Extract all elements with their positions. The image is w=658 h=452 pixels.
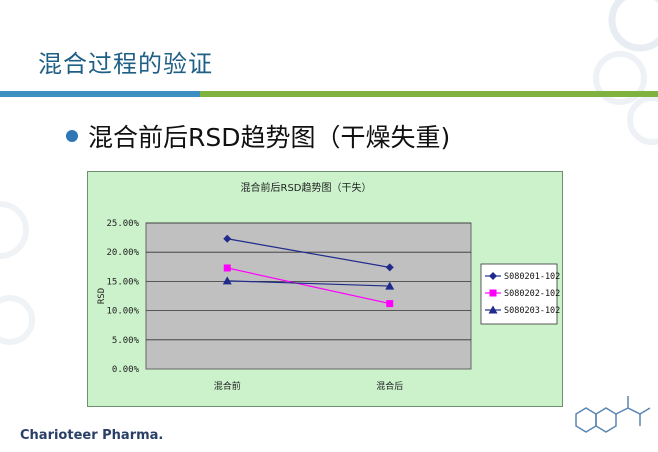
series-line <box>227 238 390 268</box>
legend-marker <box>489 289 497 297</box>
data-point <box>223 234 232 243</box>
bullet-item: 混合前后RSD趋势图（干燥失重) <box>66 118 450 154</box>
series-line <box>227 280 390 287</box>
bullet-dot <box>66 130 78 142</box>
decorative-rings <box>593 0 658 145</box>
y-tick-label: 15.00% <box>106 277 139 287</box>
data-point <box>386 300 394 308</box>
y-tick-label: 20.00% <box>106 248 139 258</box>
legend-marker <box>489 272 497 280</box>
legend-marker <box>488 305 498 314</box>
chart-title: 混合前后RSD趋势图（干失） <box>241 181 372 194</box>
series-line <box>227 267 390 305</box>
x-tick-label: 混合前 <box>214 380 241 392</box>
data-point <box>223 264 231 272</box>
decorative-rings-left <box>0 201 35 345</box>
brand-name: Charioteer Pharma. <box>20 428 164 443</box>
x-tick-label: 混合后 <box>376 380 403 392</box>
data-point <box>385 281 395 290</box>
rsd-trend-chart: 混合前后RSD趋势图（干失） 0.00% 5.00% 10.00% 15.00% 20.0… <box>87 171 563 407</box>
bullet-text: 混合前后RSD趋势图（干燥失重) <box>88 123 451 152</box>
molecule-logo <box>575 396 651 433</box>
y-tick-label: 0.00% <box>112 365 140 375</box>
plot-area <box>145 222 472 370</box>
legend-label: S080203-102 <box>504 306 560 316</box>
chart-svg: 混合前后RSD趋势图（干失） 0.00% 5.00% 10.00% 15.00% 20.0… <box>97 181 560 392</box>
legend-label: S080202-102 <box>504 289 560 299</box>
title-divider <box>0 91 658 97</box>
y-tick-label: 5.00% <box>112 336 140 346</box>
y-tick-label: 10.00% <box>106 307 139 317</box>
data-point <box>385 263 394 272</box>
legend-label: S080201-102 <box>504 272 560 282</box>
y-axis-label: RSD <box>97 288 107 304</box>
slide-title: 混合过程的验证 <box>38 50 213 78</box>
data-point <box>222 276 232 285</box>
y-tick-label: 25.00% <box>106 219 139 229</box>
